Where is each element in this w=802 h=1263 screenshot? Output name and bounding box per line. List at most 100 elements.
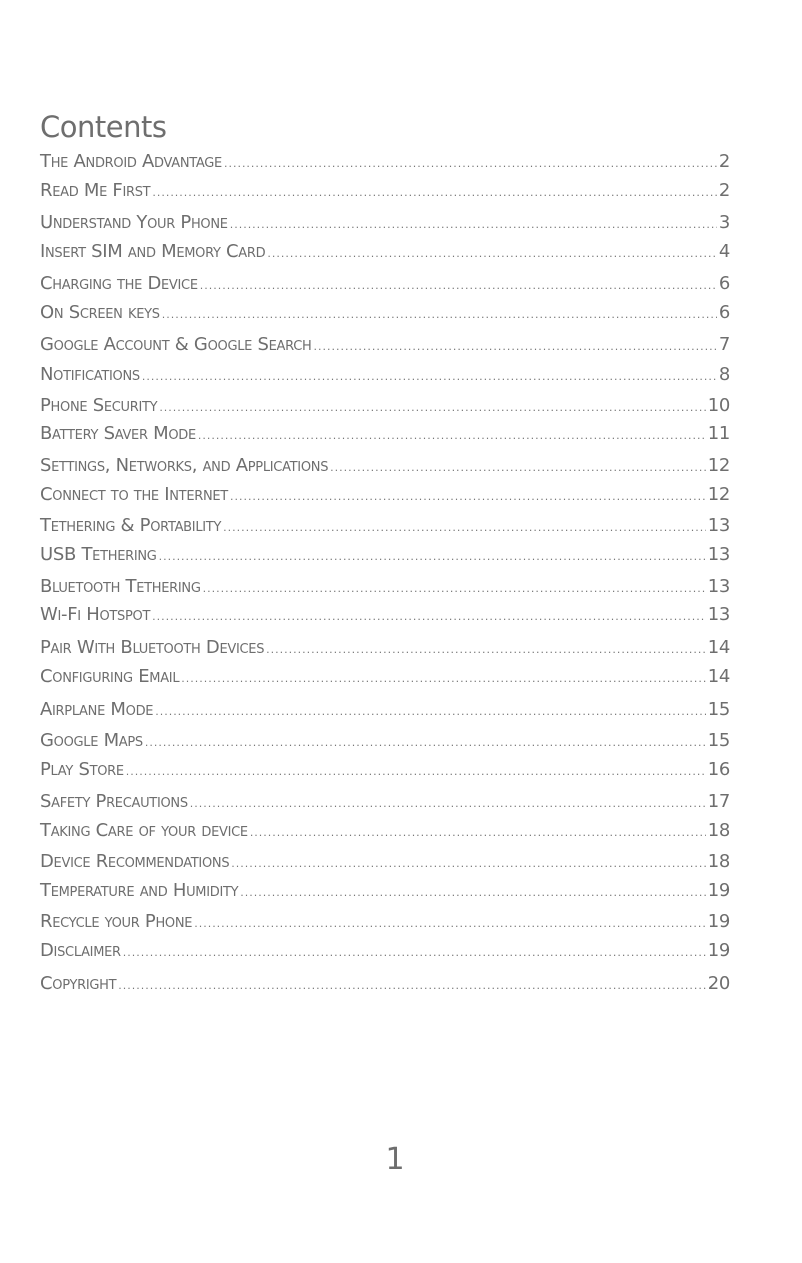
dot-leader [200, 274, 717, 298]
toc-entry[interactable]: Read Me First 2 [40, 179, 730, 203]
toc-entry-page: 10 [707, 395, 731, 416]
toc-entry[interactable]: Insert SIM and Memory Card 4 [40, 240, 730, 264]
toc-entry-page: 6 [718, 302, 730, 323]
toc-entry-label: Google Account & Google Search [40, 334, 312, 355]
toc-entry-label: Charging the Device [40, 273, 198, 294]
dot-leader [240, 881, 705, 905]
toc-entry-page: 4 [718, 241, 730, 262]
toc-entry[interactable]: Play Store 16 [40, 758, 730, 782]
toc-entry[interactable]: Understand Your Phone 3 [40, 211, 730, 235]
toc-entry-label: Recycle your Phone [40, 911, 193, 932]
dot-leader [231, 852, 705, 876]
page-number: 1 [385, 1142, 405, 1177]
dot-leader [223, 516, 706, 540]
dot-leader [267, 242, 716, 266]
toc-entry-page: 13 [707, 576, 731, 597]
toc-entry[interactable]: USB Tethering 13 [40, 543, 730, 567]
dot-leader [198, 424, 706, 448]
toc-entry-label: Device Recommendations [40, 851, 230, 872]
toc-entry-page: 14 [707, 637, 731, 658]
toc-entry-label: Configuring Email [40, 666, 180, 687]
dot-leader [142, 365, 717, 389]
toc-entry-label: Connect to the Internet [40, 484, 228, 505]
toc-entry[interactable]: Airplane Mode 15 [40, 698, 730, 722]
toc-entry[interactable]: Recycle your Phone 19 [40, 910, 730, 934]
dot-leader [181, 667, 705, 691]
dot-leader [126, 760, 706, 784]
toc-entry-page: 7 [718, 334, 730, 355]
toc-entry-page: 15 [707, 730, 731, 751]
toc-entry-label: The Android Advantage [40, 151, 222, 172]
toc-entry-page: 2 [718, 180, 730, 201]
toc-entry[interactable]: Disclaimer 19 [40, 939, 730, 963]
dot-leader [313, 335, 716, 359]
dot-leader [159, 545, 706, 569]
toc-entry-label: Google Maps [40, 730, 143, 751]
toc-entry[interactable]: Pair With Bluetooth Devices 14 [40, 636, 730, 660]
toc-entry-label: Phone Security [40, 395, 158, 416]
toc-entry-label: Battery Saver Mode [40, 423, 196, 444]
dot-leader [145, 731, 706, 755]
toc-entry-page: 18 [707, 851, 731, 872]
toc-entry[interactable]: Google Maps 15 [40, 729, 730, 753]
toc-entry[interactable]: Settings, Networks, and Applications 12 [40, 454, 730, 478]
toc-entry-page: 14 [707, 666, 731, 687]
toc-entry-label: Copyright [40, 973, 117, 994]
page-title: Contents [40, 110, 167, 144]
toc-entry-label: Read Me First [40, 180, 151, 201]
toc-entry[interactable]: Wi-Fi Hotspot 13 [40, 603, 730, 627]
toc-entry[interactable]: Taking Care of your device 18 [40, 819, 730, 843]
toc-entry-page: 16 [707, 759, 731, 780]
toc-entry-label: Airplane Mode [40, 699, 154, 720]
toc-entry[interactable]: Phone Security 10 [40, 394, 730, 418]
toc-entry-label: Insert SIM and Memory Card [40, 241, 266, 262]
toc-entry-label: Pair With Bluetooth Devices [40, 637, 265, 658]
dot-leader [224, 152, 717, 176]
toc-entry[interactable]: Configuring Email 14 [40, 665, 730, 689]
dot-leader [266, 638, 706, 662]
toc-entry-label: Notifications [40, 364, 140, 385]
dot-leader [190, 792, 706, 816]
dot-leader [152, 181, 717, 205]
toc-entry-label: Taking Care of your device [40, 820, 248, 841]
toc-entry-page: 15 [707, 699, 731, 720]
toc-entry-page: 17 [707, 791, 731, 812]
dot-leader [159, 396, 705, 420]
dot-leader [230, 485, 706, 509]
toc-entry[interactable]: Battery Saver Mode 11 [40, 422, 730, 446]
toc-entry-label: On Screen keys [40, 302, 160, 323]
toc-entry[interactable]: Device Recommendations 18 [40, 850, 730, 874]
toc-entry[interactable]: Bluetooth Tethering 13 [40, 575, 730, 599]
dot-leader [230, 213, 717, 237]
toc-entry-page: 18 [707, 820, 731, 841]
toc-entry-page: 19 [707, 911, 731, 932]
toc-entry-page: 11 [707, 423, 731, 444]
dot-leader [152, 605, 706, 629]
toc-entry[interactable]: Connect to the Internet 12 [40, 483, 730, 507]
toc-entry[interactable]: Copyright 20 [40, 972, 730, 996]
toc-entry[interactable]: The Android Advantage 2 [40, 150, 730, 174]
toc-entry-label: Disclaimer [40, 940, 121, 961]
toc-entry[interactable]: Notifications 8 [40, 363, 730, 387]
toc-entry-label: Temperature and Humidity [40, 880, 239, 901]
dot-leader [203, 577, 706, 601]
toc-entry-label: Tethering & Portability [40, 515, 222, 536]
toc-entry[interactable]: Google Account & Google Search 7 [40, 333, 730, 357]
dot-leader [118, 974, 705, 998]
toc-entry[interactable]: Tethering & Portability 13 [40, 514, 730, 538]
toc-entry[interactable]: Safety Precautions 17 [40, 790, 730, 814]
toc-entry-page: 12 [707, 484, 731, 505]
toc-entry-page: 8 [718, 364, 730, 385]
dot-leader [123, 941, 706, 965]
toc-entry[interactable]: Temperature and Humidity 19 [40, 879, 730, 903]
toc-entry-page: 13 [707, 515, 731, 536]
toc-entry-page: 13 [707, 544, 731, 565]
toc-entry[interactable]: Charging the Device 6 [40, 272, 730, 296]
toc-entry-page: 3 [718, 212, 730, 233]
toc-entry[interactable]: On Screen keys 6 [40, 301, 730, 325]
toc-entry-page: 19 [707, 940, 731, 961]
toc-entry-page: 19 [707, 880, 731, 901]
dot-leader [162, 303, 717, 327]
dot-leader [194, 912, 705, 936]
toc-entry-label: USB Tethering [40, 544, 157, 565]
